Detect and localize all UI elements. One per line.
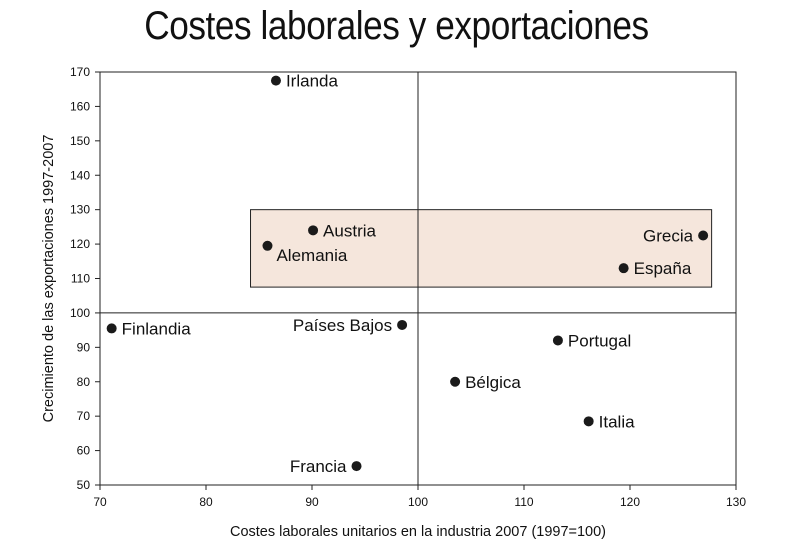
point-label-grecia: Grecia	[643, 226, 694, 245]
point-label-austria: Austria	[323, 221, 376, 240]
y-tick-label: 80	[77, 375, 91, 389]
y-tick-label: 150	[70, 134, 90, 148]
data-points: Irlanda Austria Alemania Grecia España Finlan…	[106, 72, 709, 476]
y-tick-label: 50	[77, 478, 91, 492]
y-tick-label: 70	[77, 409, 91, 423]
point-grecia	[698, 230, 709, 241]
y-axis-ticks: 50 60 70 80 90 100 110 120 130 140 150 160 170	[70, 65, 100, 492]
point-belgica	[450, 376, 461, 387]
point-austria	[308, 225, 319, 236]
y-tick-label: 140	[70, 168, 90, 182]
x-tick-label: 100	[408, 495, 428, 509]
point-label-irlanda: Irlanda	[286, 72, 339, 91]
point-label-belgica: Bélgica	[465, 373, 521, 392]
point-italia	[583, 416, 594, 427]
y-tick-label: 120	[70, 237, 90, 251]
x-tick-label: 110	[514, 495, 533, 509]
point-irlanda	[270, 75, 281, 86]
x-tick-label: 130	[726, 495, 746, 509]
y-tick-label: 110	[71, 272, 90, 286]
x-tick-label: 70	[93, 495, 107, 509]
y-axis-title: Crecimiento de las exportaciones 1997-20…	[41, 135, 57, 423]
point-francia	[351, 461, 362, 472]
point-label-paises-bajos: Países Bajos	[293, 316, 392, 335]
y-tick-label: 170	[70, 65, 90, 79]
point-label-finlandia: Finlandia	[122, 319, 192, 338]
y-tick-label: 60	[77, 444, 91, 458]
point-paises-bajos	[397, 319, 408, 330]
x-tick-label: 120	[620, 495, 640, 509]
y-tick-label: 90	[77, 340, 91, 354]
y-tick-label: 160	[70, 99, 90, 113]
point-label-italia: Italia	[599, 412, 635, 431]
x-tick-label: 80	[199, 495, 213, 509]
point-label-francia: Francia	[290, 457, 347, 476]
highlight-box	[250, 209, 713, 288]
point-label-alemania: Alemania	[276, 246, 347, 265]
point-espana	[618, 263, 629, 274]
point-label-portugal: Portugal	[568, 331, 631, 350]
point-portugal	[552, 335, 563, 346]
x-axis-ticks: 70 80 90 100 110 120 130	[93, 485, 746, 509]
x-axis-title: Costes laborales unitarios en la industr…	[230, 524, 606, 540]
point-alemania	[262, 240, 273, 251]
y-tick-label: 130	[70, 203, 90, 217]
point-label-espana: España	[634, 259, 692, 278]
x-tick-label: 90	[305, 495, 319, 509]
y-tick-label: 100	[70, 306, 90, 320]
chart-title: Costes laborales y exportaciones	[144, 4, 649, 48]
point-finlandia	[106, 323, 117, 334]
